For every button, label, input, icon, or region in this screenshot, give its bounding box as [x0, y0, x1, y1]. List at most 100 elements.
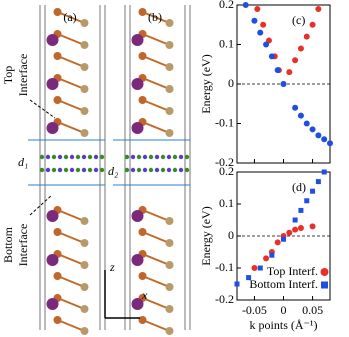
atom	[39, 167, 45, 173]
y-tick-label: 0.1	[219, 196, 234, 210]
point	[268, 53, 275, 60]
atom	[142, 154, 148, 160]
atom	[165, 19, 174, 27]
y-axis-label: Energy (eV)	[199, 54, 213, 113]
atom	[80, 19, 89, 27]
atom	[165, 327, 174, 335]
atom	[178, 167, 184, 173]
atom	[165, 129, 174, 137]
point	[297, 45, 304, 52]
atom	[81, 167, 87, 173]
point	[281, 236, 286, 242]
interface-label: Interface	[16, 54, 30, 97]
atom	[172, 167, 178, 173]
atom	[45, 167, 51, 173]
bond	[57, 319, 85, 332]
atom	[138, 228, 147, 236]
atom	[131, 210, 144, 222]
atom	[131, 78, 144, 90]
atom	[57, 167, 63, 173]
atom	[124, 167, 130, 173]
atom	[165, 41, 174, 49]
point	[315, 179, 321, 185]
point	[321, 169, 327, 175]
atom	[45, 154, 51, 160]
bond	[142, 253, 170, 266]
point	[251, 265, 258, 271]
atom	[51, 154, 57, 160]
point	[286, 69, 293, 76]
atom	[142, 167, 148, 173]
point	[280, 81, 287, 87]
panel-label: (a)	[63, 10, 76, 24]
x-tick-label: 0.05	[302, 303, 323, 317]
atom	[165, 239, 174, 247]
panel-label: (b)	[148, 10, 162, 24]
point	[297, 112, 304, 119]
atom	[99, 154, 105, 160]
point	[292, 226, 299, 233]
point	[292, 104, 299, 111]
point	[309, 126, 316, 133]
atom	[165, 217, 174, 225]
atom	[166, 154, 172, 160]
bond	[142, 231, 170, 244]
atom	[46, 298, 59, 310]
point	[304, 198, 310, 204]
panel-label: (c)	[292, 13, 305, 27]
gap-label: d₂	[108, 164, 118, 178]
atom	[184, 154, 190, 160]
point	[269, 252, 275, 258]
y-tick-label: -0.2	[215, 292, 234, 306]
point	[286, 229, 293, 236]
atom	[80, 85, 89, 93]
atom	[75, 154, 81, 160]
point	[274, 239, 281, 246]
point	[315, 5, 322, 12]
atom	[75, 167, 81, 173]
atom	[46, 210, 59, 222]
atom	[69, 154, 75, 160]
atom	[136, 167, 142, 173]
atom	[165, 305, 174, 313]
axis-z: z	[109, 260, 115, 274]
atom	[131, 254, 144, 266]
x-axis-label: k points (Å⁻¹)	[250, 318, 318, 332]
atom	[80, 41, 89, 49]
atom	[69, 167, 75, 173]
atom	[53, 272, 62, 280]
atom	[130, 167, 136, 173]
atom	[165, 63, 174, 71]
atom	[80, 217, 89, 225]
x-tick-label: -0.05	[242, 303, 267, 317]
interface-label: Bottom	[1, 226, 15, 263]
atom	[81, 154, 87, 160]
bond	[57, 253, 85, 266]
y-tick-label: -0.1	[215, 115, 234, 129]
atom	[46, 78, 59, 90]
point	[257, 29, 264, 36]
atom	[80, 305, 89, 313]
point	[303, 33, 310, 40]
atom	[138, 8, 147, 16]
atom	[165, 85, 174, 93]
legend-label: Bottom Interf.	[249, 277, 318, 291]
bond	[142, 11, 170, 24]
atom	[80, 261, 89, 269]
atom	[93, 154, 99, 160]
y-tick-label: 0	[228, 228, 234, 242]
point	[274, 67, 281, 74]
atom	[63, 154, 69, 160]
bond	[142, 319, 170, 332]
atom	[165, 261, 174, 269]
point	[303, 120, 310, 127]
atom	[124, 154, 130, 160]
atom	[53, 228, 62, 236]
atom	[154, 167, 160, 173]
atom	[80, 107, 89, 115]
atom	[46, 34, 59, 46]
point	[260, 21, 267, 28]
atom	[80, 283, 89, 291]
atom	[131, 34, 144, 46]
